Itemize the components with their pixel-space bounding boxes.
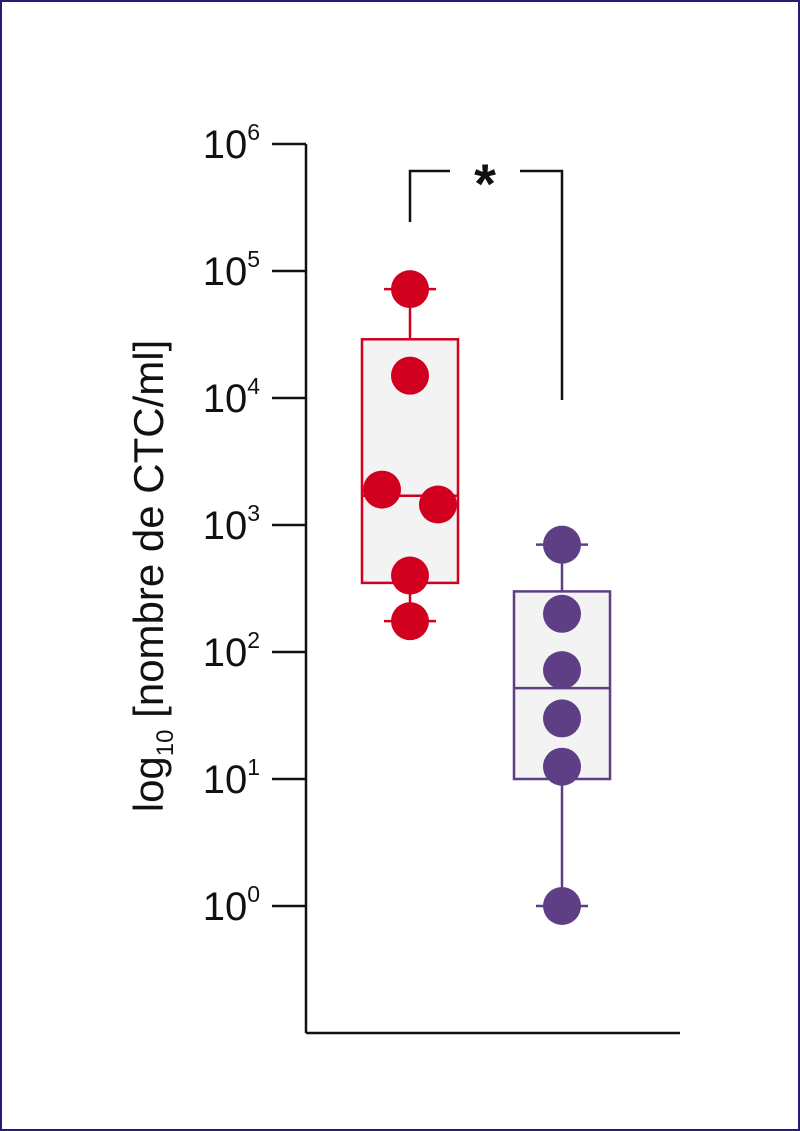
significance-annotation: * xyxy=(408,152,564,400)
y-axis-label-prefix: log xyxy=(125,756,172,812)
y-tick-exponent: 0 xyxy=(247,881,260,907)
y-tick-exponent: 5 xyxy=(247,246,260,272)
data-point xyxy=(543,594,581,633)
points-series-1 xyxy=(363,270,457,641)
y-tick-exponent: 3 xyxy=(247,500,260,526)
y-tick-label: 103 xyxy=(203,500,260,548)
y-tick-label: 105 xyxy=(203,246,260,294)
y-axis-label-group: log10 [nombre de CTC/ml] xyxy=(125,340,179,813)
bracket-left xyxy=(408,169,450,222)
y-axis-label-subscript: 10 xyxy=(152,730,179,757)
y-tick-exponent: 6 xyxy=(247,119,260,145)
y-tick-base: 10 xyxy=(203,885,248,929)
data-point xyxy=(419,485,457,524)
bracket-right xyxy=(520,169,564,400)
data-point xyxy=(391,602,429,641)
axes xyxy=(304,144,680,1035)
significance-star: * xyxy=(474,152,496,215)
data-point xyxy=(391,556,429,595)
y-tick-base: 10 xyxy=(203,631,248,675)
y-tick-label: 102 xyxy=(203,627,260,675)
y-tick-base: 10 xyxy=(203,758,248,802)
y-tick-exponent: 2 xyxy=(247,627,260,653)
y-tick-label: 104 xyxy=(203,373,261,421)
y-tick-exponent: 4 xyxy=(247,373,260,399)
data-point xyxy=(391,356,429,395)
y-tick-label: 106 xyxy=(203,119,260,167)
y-tick-label: 100 xyxy=(203,881,260,929)
data-point xyxy=(543,747,581,786)
data-point xyxy=(543,887,581,925)
points-series-2 xyxy=(543,525,581,925)
y-tick-label: 101 xyxy=(203,754,260,802)
data-points xyxy=(363,270,581,925)
data-point xyxy=(543,525,581,564)
data-point xyxy=(543,651,581,690)
y-tick-base: 10 xyxy=(203,504,248,548)
y-tick-base: 10 xyxy=(203,123,248,167)
y-tick-base: 10 xyxy=(203,250,248,294)
y-tick-exponent: 1 xyxy=(247,754,260,780)
y-axis-label-suffix: [nombre de CTC/ml] xyxy=(125,340,172,730)
y-axis-label: log10 [nombre de CTC/ml] xyxy=(125,340,179,813)
data-point xyxy=(391,270,429,309)
data-point xyxy=(363,470,401,509)
y-tick-base: 10 xyxy=(203,377,248,421)
data-point xyxy=(543,699,581,738)
